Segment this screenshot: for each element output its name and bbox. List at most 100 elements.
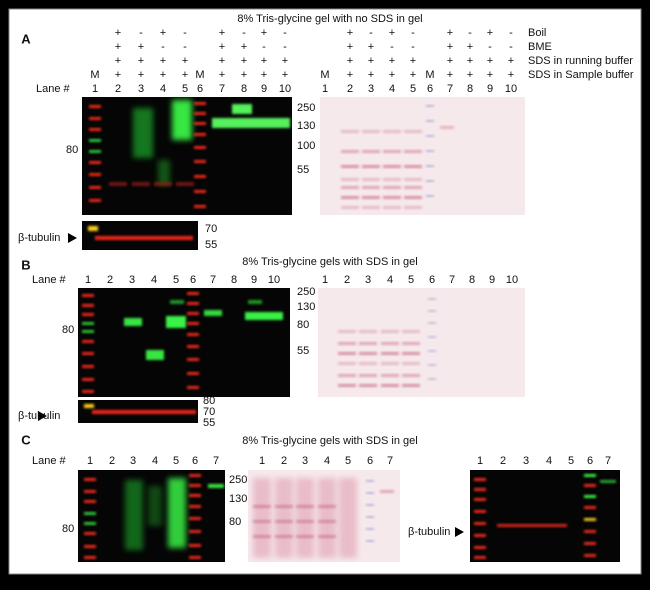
sign: +: [160, 55, 166, 67]
band: [189, 494, 201, 497]
band: [208, 484, 224, 488]
band: [318, 535, 336, 538]
band: [341, 196, 359, 199]
lane-number: 2: [347, 83, 353, 95]
sign: -: [262, 41, 266, 53]
sign: -: [488, 41, 492, 53]
sign: +: [138, 55, 144, 67]
lane-number: 1: [92, 83, 98, 95]
band: [146, 350, 164, 360]
lane-number: 9: [489, 274, 495, 286]
sign: +: [241, 55, 247, 67]
band: [187, 312, 199, 315]
band: [187, 386, 199, 389]
sign: +: [447, 41, 453, 53]
condition-label: SDS in running buffer: [528, 55, 633, 67]
sign: +: [160, 69, 166, 81]
band: [338, 374, 356, 377]
sign: -: [183, 41, 187, 53]
band: [194, 190, 206, 193]
sign: +: [282, 69, 288, 81]
band: [584, 554, 596, 557]
band: [474, 556, 486, 559]
band: [166, 316, 186, 328]
sign: +: [219, 69, 225, 81]
panel-letter: C: [21, 432, 31, 447]
band: [89, 186, 101, 189]
band: [474, 510, 486, 513]
sign: +: [219, 41, 225, 53]
lane-number: 1: [85, 274, 91, 286]
sign: +: [410, 69, 416, 81]
band: [341, 150, 359, 153]
marker: 55: [297, 164, 309, 176]
band: [402, 374, 420, 377]
band: [89, 161, 101, 164]
band: [339, 478, 357, 558]
band: [362, 206, 380, 209]
band: [402, 362, 420, 365]
band: [474, 534, 486, 537]
lane-number: 2: [115, 83, 121, 95]
sign: +: [508, 55, 514, 67]
band: [366, 504, 374, 506]
band: [187, 358, 199, 361]
band: [383, 150, 401, 153]
band: [212, 118, 290, 128]
band: [426, 135, 434, 137]
sign: -: [509, 27, 513, 39]
band: [82, 313, 94, 316]
band: [381, 330, 399, 333]
band: [245, 312, 283, 320]
panel-title: 8% Tris-glycine gels with SDS in gel: [242, 435, 417, 447]
band: [584, 542, 596, 545]
sign: +: [347, 69, 353, 81]
band: [296, 520, 314, 523]
band: [428, 310, 436, 312]
band: [84, 478, 96, 481]
lane-number: 10: [268, 274, 280, 286]
band: [359, 362, 377, 365]
band: [338, 362, 356, 365]
lane-number: 7: [449, 274, 455, 286]
band: [82, 390, 94, 393]
band: [296, 535, 314, 538]
band: [584, 495, 596, 498]
band: [318, 520, 336, 523]
sign: +: [389, 69, 395, 81]
lane-number: 8: [469, 274, 475, 286]
sign: +: [160, 27, 166, 39]
lane-number: 7: [387, 455, 393, 467]
marker: 55: [297, 345, 309, 357]
sign: +: [261, 69, 267, 81]
band: [366, 516, 374, 518]
band: [584, 484, 596, 487]
band: [275, 520, 293, 523]
western-blot: [470, 470, 620, 562]
band: [366, 492, 374, 494]
band: [366, 480, 374, 482]
band: [253, 478, 271, 558]
protein-label: β-tubulin: [408, 526, 450, 538]
band: [426, 165, 434, 167]
lane-number: 7: [447, 83, 453, 95]
band: [88, 226, 98, 231]
lane-number: 5: [408, 274, 414, 286]
lane-number: 9: [261, 83, 267, 95]
sign: +: [368, 55, 374, 67]
marker: 250: [297, 102, 315, 114]
band: [600, 480, 616, 483]
lane-number: 4: [152, 455, 158, 467]
sign: -: [369, 27, 373, 39]
band: [189, 474, 201, 477]
marker-lane-label: M: [425, 69, 434, 81]
sign: +: [138, 69, 144, 81]
lane-number: 8: [231, 274, 237, 286]
sign: +: [389, 55, 395, 67]
lane-number: 5: [568, 455, 574, 467]
band: [383, 165, 401, 168]
band: [253, 535, 271, 538]
lane-number: 3: [523, 455, 529, 467]
band: [474, 498, 486, 501]
band: [187, 345, 199, 348]
